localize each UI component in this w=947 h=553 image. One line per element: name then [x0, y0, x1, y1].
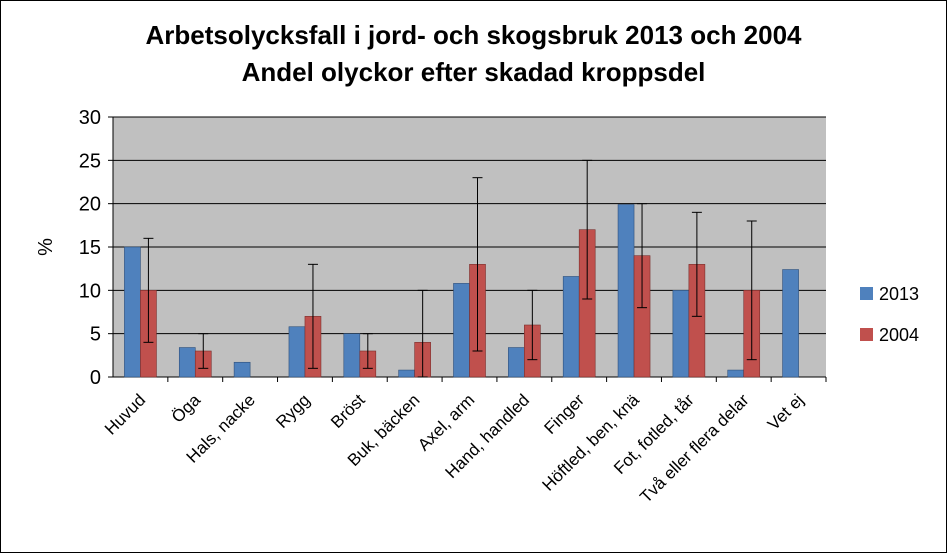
y-tick-label: 30: [79, 107, 101, 129]
bar-2013: [672, 290, 690, 378]
x-category-label: Huvud: [101, 390, 149, 438]
bar-2013: [178, 347, 196, 378]
bar-2013: [453, 283, 470, 378]
y-tick-label: 10: [79, 280, 101, 302]
x-category-label: Bröst: [327, 390, 369, 432]
x-category-label: Öga: [168, 390, 205, 427]
bar-2013: [288, 326, 306, 378]
bar-2013: [343, 333, 361, 378]
bar-2013: [233, 361, 251, 378]
bar-2013: [782, 269, 799, 378]
y-tick-label: 20: [79, 194, 101, 216]
bar-2013: [398, 369, 415, 378]
x-category-label: Vet ej: [764, 390, 808, 434]
x-category-label: Finger: [541, 390, 589, 438]
bar-2013: [617, 204, 635, 378]
bar-2013: [562, 276, 580, 378]
y-axis-label: %: [35, 238, 57, 256]
legend-swatch-2013: [860, 287, 873, 300]
y-tick-label: 15: [79, 237, 101, 259]
chart-title: Arbetsolycksfall i jord- och skogsbruk 2…: [145, 20, 802, 50]
y-tick-label: 0: [90, 367, 101, 389]
legend-label-2004: 2004: [879, 325, 919, 345]
bar-2013: [727, 369, 745, 378]
bar-2013: [508, 347, 525, 378]
legend-label-2013: 2013: [879, 284, 919, 304]
bar-2013: [124, 246, 141, 378]
y-tick-label: 25: [79, 150, 101, 172]
chart-subtitle: Andel olyckor efter skadad kroppsdel: [241, 57, 706, 87]
y-tick-label: 5: [90, 324, 101, 346]
x-category-label: Rygg: [272, 390, 313, 431]
x-category-label: Höftled, ben, knä: [539, 390, 644, 495]
legend-swatch-2004: [860, 328, 873, 341]
x-category-label: Två eller flera delar: [636, 390, 753, 507]
